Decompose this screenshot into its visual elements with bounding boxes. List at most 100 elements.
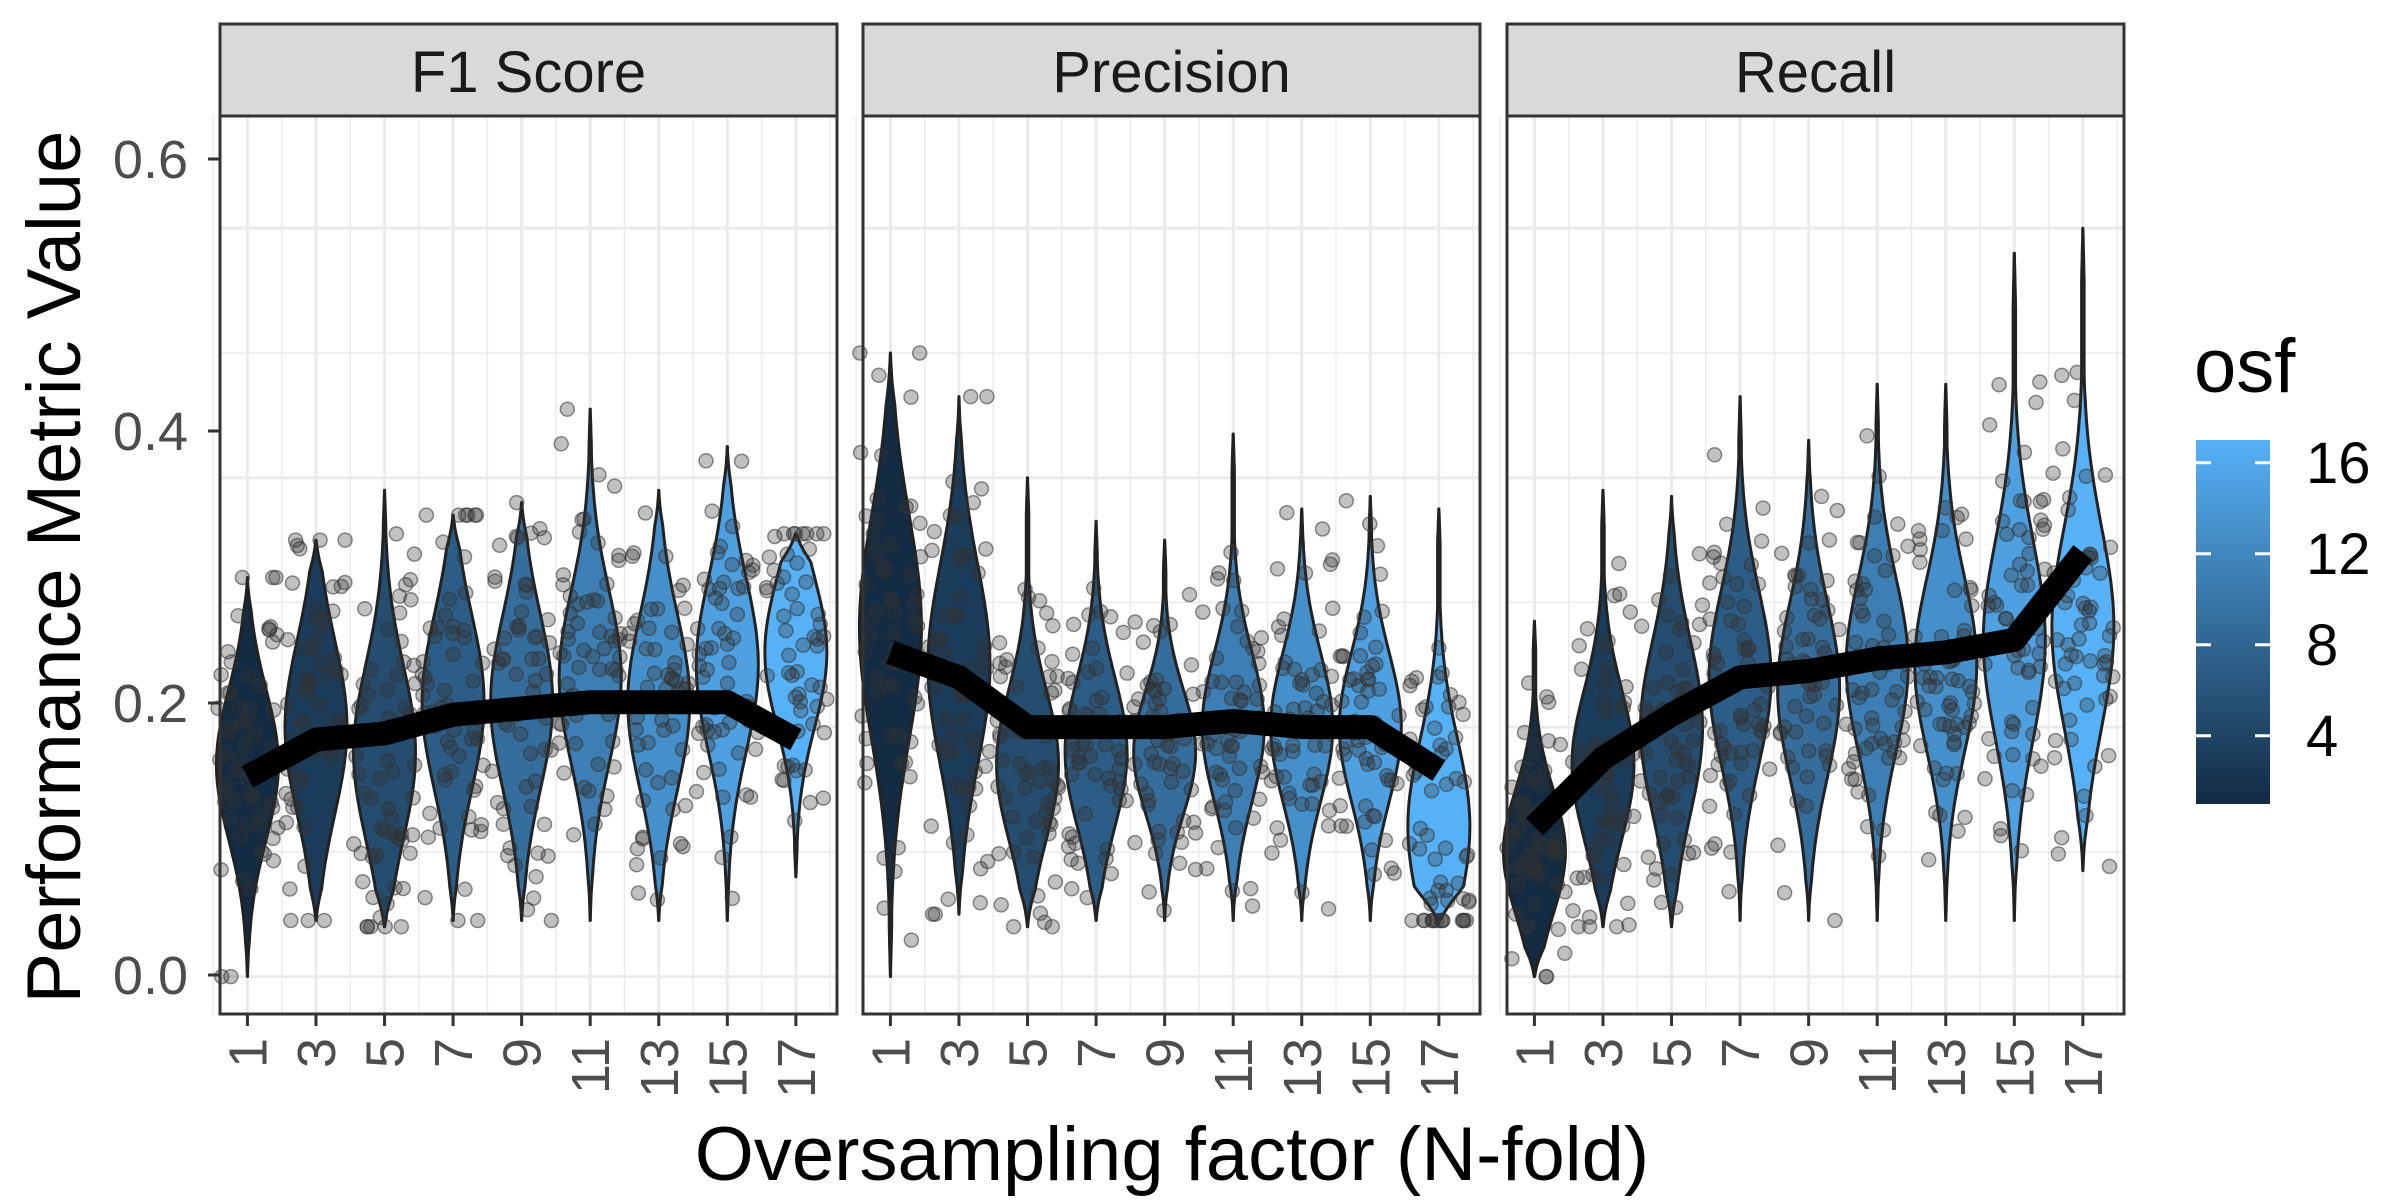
data-point (1425, 912, 1441, 929)
y-tick-label: 0.4 (113, 402, 188, 462)
data-point (1579, 621, 1596, 637)
data-point (1900, 538, 1916, 554)
data-point (1047, 874, 1064, 890)
data-point (1570, 918, 1587, 935)
data-point (1032, 905, 1049, 922)
data-point (1338, 818, 1355, 835)
data-point (231, 700, 248, 716)
data-point (809, 526, 825, 542)
data-point (1223, 690, 1240, 707)
data-point (474, 655, 491, 671)
data-point (998, 789, 1014, 806)
data-point (1351, 742, 1367, 758)
data-point (999, 651, 1015, 668)
data-point (1667, 899, 1684, 916)
data-point (280, 696, 296, 712)
data-point (858, 576, 874, 593)
x-tick-label: 7 (424, 1038, 484, 1068)
data-point (1752, 722, 1769, 739)
data-point (2018, 786, 2035, 803)
data-point (676, 600, 693, 617)
data-point (357, 601, 373, 617)
data-point (576, 642, 592, 659)
data-point (467, 778, 484, 795)
data-point (1519, 847, 1536, 864)
data-point (1063, 766, 1080, 783)
data-point (1897, 703, 1913, 720)
data-point (1175, 812, 1192, 829)
data-point (1669, 809, 1685, 826)
data-point (1017, 765, 1034, 781)
data-point (1750, 576, 1767, 592)
data-point (1798, 798, 1814, 814)
data-point (1754, 724, 1771, 741)
data-point (1694, 597, 1711, 613)
data-point (465, 673, 481, 689)
data-point (1895, 732, 1911, 748)
data-point (527, 672, 544, 689)
data-point (1411, 841, 1428, 857)
data-point (306, 635, 322, 651)
data-point (931, 737, 947, 753)
data-point (585, 591, 602, 608)
data-point (1094, 689, 1110, 706)
data-point (292, 541, 308, 557)
data-point (1776, 623, 1793, 639)
data-point (1606, 587, 1623, 604)
data-point (1550, 921, 1567, 938)
data-point (1208, 764, 1224, 780)
data-point (2021, 545, 2037, 562)
data-point (293, 712, 309, 729)
data-point (1364, 658, 1381, 674)
data-point (858, 730, 874, 747)
data-point (1087, 766, 1103, 783)
data-point (1366, 866, 1383, 883)
data-point (1250, 643, 1266, 660)
data-point (467, 507, 483, 523)
data-point (1827, 912, 1843, 929)
data-point (1986, 748, 2002, 765)
data-point (1819, 572, 1835, 589)
x-tick-label: 15 (1985, 1038, 2045, 1098)
data-point (798, 574, 814, 590)
data-point (1333, 818, 1349, 834)
data-point (574, 511, 590, 528)
data-point (1518, 772, 1535, 788)
data-point (953, 588, 969, 604)
data-point (2061, 712, 2078, 728)
data-point (450, 912, 466, 929)
data-point (871, 367, 887, 384)
data-point (1956, 622, 1973, 639)
data-point (1147, 845, 1164, 862)
legend-ticks: 4 8 12 16 (2196, 431, 2371, 769)
data-point (511, 618, 527, 635)
data-point (1800, 743, 1817, 759)
data-point (1752, 696, 1769, 712)
data-point (487, 573, 503, 589)
data-point (2031, 645, 2047, 662)
data-point (283, 912, 299, 929)
data-point (741, 564, 757, 581)
data-point (991, 845, 1007, 862)
data-point (1311, 623, 1328, 639)
data-point (1847, 721, 1863, 737)
data-point (2045, 465, 2061, 481)
violin (1200, 432, 1266, 922)
x-tick-label: 1 (218, 1038, 278, 1068)
data-point (1866, 547, 1883, 564)
data-point (902, 768, 918, 785)
x-tick-label: 5 (999, 1038, 1059, 1068)
data-point (513, 604, 530, 620)
data-point (1456, 774, 1473, 790)
data-point (2005, 716, 2022, 732)
data-point (2020, 664, 2037, 681)
data-point (496, 630, 513, 647)
data-point (1540, 733, 1557, 749)
data-point (1915, 669, 1932, 686)
data-point (1081, 607, 1097, 623)
data-point (415, 687, 431, 703)
data-point (2081, 615, 2098, 631)
data-point (385, 763, 401, 780)
data-point (688, 783, 705, 800)
data-point (621, 625, 637, 642)
